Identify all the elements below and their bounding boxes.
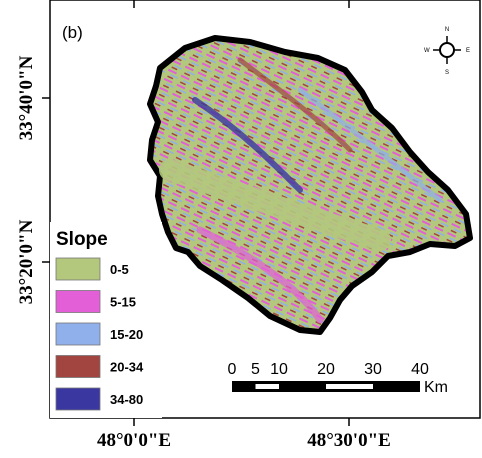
legend-title: Slope — [56, 229, 108, 250]
scale-bar-label: 30 — [364, 361, 382, 378]
scale-bar-label: 0 — [228, 361, 237, 378]
latitude-label: 33°20'0"N — [16, 219, 37, 304]
compass-label: W — [424, 48, 430, 54]
scale-bar-segment — [326, 384, 373, 389]
basin-outline — [147, 35, 473, 335]
longitude-label: 48°0'0"E — [97, 430, 171, 451]
scale-bar-label: 20 — [317, 361, 335, 378]
legend-label: 0-5 — [110, 262, 129, 277]
legend-box — [50, 222, 162, 418]
longitude-label: 48°30'0"E — [307, 430, 391, 451]
scale-bar-label: 5 — [251, 361, 260, 378]
legend-label: 20-34 — [110, 360, 144, 375]
compass-label: S — [445, 70, 449, 76]
scale-bar-unit: Km — [424, 379, 448, 396]
legend-swatch — [55, 290, 101, 313]
slope-texture — [159, 57, 443, 324]
legend-swatch — [55, 355, 101, 378]
scale-bar-label: 40 — [411, 361, 429, 378]
scale-bar-label: 10 — [270, 361, 288, 378]
compass-label: N — [445, 27, 449, 33]
compass-label: E — [466, 48, 470, 54]
frame-ticks — [42, 0, 350, 426]
scale-bar-segment — [255, 384, 279, 389]
legend-swatch — [55, 322, 101, 346]
compass: N S E W — [424, 27, 470, 76]
legend: Slope 0-5 5-15 15-20 20-34 34-80 — [50, 222, 162, 418]
legend-label: 34-80 — [110, 392, 143, 407]
legend-label: 15-20 — [110, 327, 143, 342]
latitude-label: 33°40'0"N — [16, 55, 37, 140]
legend-swatch — [55, 387, 101, 411]
legend-swatch — [55, 257, 101, 281]
panel-label: (b) — [62, 23, 83, 42]
legend-label: 5-15 — [110, 295, 136, 310]
